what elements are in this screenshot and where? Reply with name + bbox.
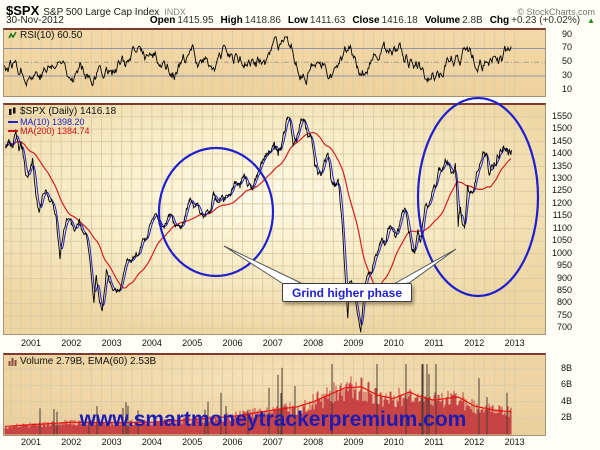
year-axis-tick: 2012 xyxy=(464,338,485,348)
symbol: $SPX xyxy=(6,3,40,18)
price-panel xyxy=(3,103,546,335)
quote-close: Close 1416.18 xyxy=(352,15,418,26)
ma200-swatch xyxy=(8,130,18,132)
year-axis-tick: 2013 xyxy=(504,338,525,348)
price-axis-tick: 1450 xyxy=(551,135,572,146)
rsi-panel xyxy=(3,28,546,97)
quote-chg: Chg +0.23 (+0.02%) xyxy=(489,15,581,26)
year-axis-tick: 2006 xyxy=(222,338,243,348)
year-axis-tick: 2008 xyxy=(303,338,324,348)
year-axis-tick: 2009 xyxy=(343,437,364,447)
year-axis-tick: 2004 xyxy=(141,437,162,447)
year-axis-tick: 2010 xyxy=(383,338,404,348)
price-axis-tick: 1350 xyxy=(551,160,572,171)
year-axis-tick: 2007 xyxy=(262,437,283,447)
rsi-axis-tick: 10 xyxy=(561,83,572,94)
ma10-legend: MA(10) 1398.20 xyxy=(8,117,85,127)
price-axis-tick: 700 xyxy=(556,322,572,333)
quote-high: High 1418.86 xyxy=(220,15,281,26)
price-axis-tick: 1000 xyxy=(551,247,572,258)
chart-date: 30-Nov-2012 xyxy=(6,15,64,26)
price-axis-tick: 1400 xyxy=(551,148,572,159)
price-axis-tick: 1300 xyxy=(551,172,572,183)
year-axis-tick: 2004 xyxy=(141,338,162,348)
indicator-icon xyxy=(8,31,17,39)
watermark-url: www.smartmoneytrackerpremium.com xyxy=(79,408,467,431)
year-axis-tick: 2013 xyxy=(504,437,525,447)
year-axis-tick: 2001 xyxy=(20,338,42,348)
volume-axis-tick: 4B xyxy=(560,395,572,406)
symbol-block: $SPX S&P 500 Large Cap Index INDX xyxy=(6,2,186,20)
ma200-legend-text: MA(200) 1384.74 xyxy=(20,126,90,136)
price-legend: $SPX (Daily) 1416.18 xyxy=(8,106,116,117)
year-axis-tick: 2009 xyxy=(343,338,364,348)
price-legend-text: $SPX (Daily) 1416.18 xyxy=(20,106,117,117)
year-axis-tick: 2003 xyxy=(101,338,122,348)
candlestick-icon xyxy=(9,107,16,115)
volume-panel xyxy=(3,353,546,436)
quote-volume: Volume 2.8B xyxy=(424,15,483,26)
volume-axis-tick: 8B xyxy=(560,362,572,373)
year-axis-tick: 2010 xyxy=(383,437,404,447)
year-axis-tick: 2011 xyxy=(424,437,444,447)
price-axis-tick: 1500 xyxy=(551,123,572,134)
price-axis-tick: 1100 xyxy=(552,222,572,233)
rsi-plot xyxy=(4,30,545,96)
year-axis-tick: 2002 xyxy=(61,437,82,447)
price-axis-tick: 1150 xyxy=(552,210,572,221)
symbol-name: S&P 500 Large Cap Index xyxy=(43,7,160,18)
price-axis-tick: 1250 xyxy=(551,185,572,196)
rsi-axis-tick: 50 xyxy=(561,56,572,67)
callout-text: Grind higher phase xyxy=(291,285,402,300)
volume-bars-icon xyxy=(8,358,17,366)
stockcharts-copyright: © StockCharts.com xyxy=(517,7,595,17)
rsi-legend-text: RSI(10) 60.50 xyxy=(20,30,83,41)
rsi-axis-tick: 90 xyxy=(561,28,572,39)
price-axis-tick: 800 xyxy=(556,297,572,308)
year-axis-tick: 2002 xyxy=(61,338,82,348)
volume-axis-tick: 2B xyxy=(560,412,572,422)
price-axis-tick: 900 xyxy=(556,272,572,283)
year-axis-tick: 2001 xyxy=(20,437,42,447)
volume-legend: Volume 2.79B, EMA(60) 2.53B xyxy=(8,356,156,367)
year-axis-tick: 2011 xyxy=(424,338,444,348)
rsi-axis-tick: 30 xyxy=(561,69,572,80)
year-axis-tick: 2012 xyxy=(464,437,485,447)
ma10-legend-text: MA(10) 1398.20 xyxy=(20,117,85,127)
volume-axis-tick: 6B xyxy=(560,379,572,390)
year-axis-tick: 2007 xyxy=(262,338,283,348)
rsi-axis-tick: 70 xyxy=(561,42,572,53)
year-axis-tick: 2005 xyxy=(182,437,203,447)
price-plot xyxy=(4,105,545,334)
year-axis-tick: 2008 xyxy=(303,437,324,447)
chart-header: $SPX S&P 500 Large Cap Index INDX © StockC… xyxy=(6,2,595,20)
year-axis-tick: 2006 xyxy=(222,437,243,447)
ma200-legend: MA(200) 1384.74 xyxy=(8,126,90,136)
price-axis-tick: 1050 xyxy=(551,235,572,246)
year-axis-tick: 2003 xyxy=(101,437,122,447)
quote-open: Open 1415.95 xyxy=(149,15,214,26)
price-axis-tick: 750 xyxy=(556,309,572,320)
exchange-tag: INDX xyxy=(164,7,186,17)
price-axis-tick: 950 xyxy=(556,260,572,271)
price-axis-tick: 1550 xyxy=(551,110,572,121)
quote-low: Low 1411.63 xyxy=(287,15,346,26)
volume-legend-text: Volume 2.79B, EMA(60) 2.53B xyxy=(20,356,157,367)
year-axis-tick: 2005 xyxy=(182,338,203,348)
ma10-swatch xyxy=(8,121,18,123)
volume-plot xyxy=(4,355,545,435)
change-up-arrow-icon: ▲ xyxy=(587,16,595,25)
quote-row: 30-Nov-2012 Open 1415.95 High 1418.86 Low 141… xyxy=(6,15,595,26)
grind-higher-callout: Grind higher phase xyxy=(282,283,412,302)
price-axis-tick: 1200 xyxy=(551,197,572,208)
price-axis-tick: 850 xyxy=(556,285,572,295)
ohlc-quote: Open 1415.95 High 1418.86 Low 1411.63 Close 141… xyxy=(150,15,595,26)
rsi-legend: RSI(10) 60.50 xyxy=(8,30,82,41)
